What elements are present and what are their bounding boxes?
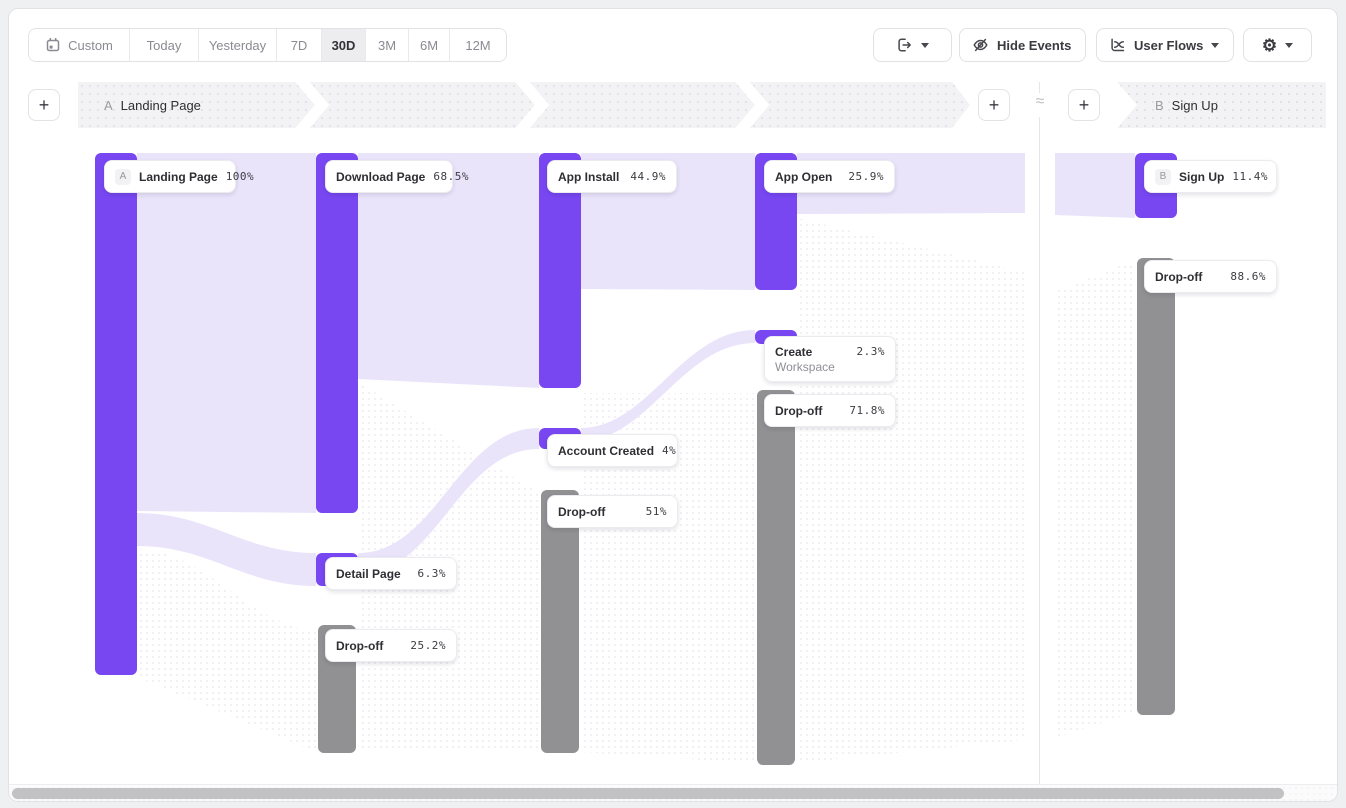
flow-node-card-detail[interactable]: Detail Page 6.3% (325, 557, 457, 590)
node-percentage: 88.6% (1230, 270, 1266, 283)
node-percentage: 44.9% (630, 170, 666, 183)
flow-node-card-download[interactable]: Download Page 68.5% (325, 160, 468, 193)
horizontal-scrollbar-thumb[interactable] (12, 788, 1284, 799)
node-percentage: 25.2% (410, 639, 446, 652)
calendar-icon (46, 37, 60, 52)
horizontal-scrollbar-track[interactable] (9, 784, 1337, 801)
step-b-banner[interactable]: B Sign Up (1117, 82, 1326, 128)
flow-node-card-dropoff-2[interactable]: Drop-off 25.2% (325, 629, 457, 662)
export-icon (898, 38, 911, 52)
flow-node-card-appopen[interactable]: App Open 25.9% (764, 160, 895, 193)
date-preset-12m[interactable]: 12M (450, 29, 506, 61)
user-flows-icon (1111, 38, 1125, 52)
node-label: App Install (558, 169, 620, 184)
approx-indicator: ≈ (1035, 93, 1045, 110)
add-step-button-mid-left[interactable]: + (978, 89, 1010, 121)
pane-divider (1039, 82, 1040, 93)
flow-node-card-signup[interactable]: B Sign Up 11.4% (1144, 160, 1277, 193)
node-label: Account Created (558, 443, 655, 458)
add-step-button-left[interactable]: + (28, 89, 60, 121)
date-preset-label: Yesterday (208, 37, 267, 53)
flow-node-card-create[interactable]: Create 2.3% Workspace (764, 336, 896, 382)
node-percentage: 11.4% (1232, 170, 1268, 183)
node-label: App Open (775, 169, 833, 184)
date-preset-30d[interactable]: 30D (322, 29, 366, 61)
node-percentage: 100% (225, 170, 255, 183)
flow-bar-dropoff-5[interactable] (1137, 258, 1175, 715)
gear-icon: ⚙ (1261, 35, 1278, 55)
date-preset-label: Today (146, 37, 182, 53)
settings-button[interactable]: ⚙ (1243, 28, 1312, 62)
date-preset-label: 12M (465, 37, 491, 53)
node-percentage: 71.8% (849, 404, 885, 417)
node-percentage: 2.3% (856, 345, 885, 358)
flow-bar-dropoff-4[interactable] (757, 390, 795, 765)
flow-node-card-account[interactable]: Account Created 4% (547, 434, 678, 467)
eye-off-icon (973, 38, 988, 52)
step-a-banner[interactable]: A Landing Page (78, 82, 970, 128)
date-preset-custom[interactable]: Custom (29, 29, 130, 61)
view-selector-caret-icon (1211, 42, 1220, 48)
node-percentage: 25.9% (848, 170, 884, 183)
step-b-label: Sign Up (1171, 97, 1218, 113)
node-label: Create (775, 344, 813, 359)
hide-events-button[interactable]: Hide Events (959, 28, 1086, 62)
node-label: Sign Up (1179, 169, 1225, 184)
flow-node-card-dropoff-4[interactable]: Drop-off 71.8% (764, 394, 896, 427)
date-preset-label: 6M (419, 37, 439, 53)
settings-caret-icon (1285, 42, 1294, 48)
date-preset-yesterday[interactable]: Yesterday (199, 29, 277, 61)
flow-bar-dropoff-3[interactable] (541, 490, 579, 753)
flow-node-card-dropoff-5[interactable]: Drop-off 88.6% (1144, 260, 1277, 293)
export-caret-icon (921, 42, 929, 48)
node-label: Landing Page (139, 169, 218, 184)
export-button[interactable] (873, 28, 952, 62)
flow-node-card-install[interactable]: App Install 44.9% (547, 160, 677, 193)
step-a-label: Landing Page (120, 97, 201, 113)
node-label: Drop-off (336, 638, 384, 653)
step-a-letter: A (104, 97, 113, 113)
date-preset-label: 30D (331, 37, 356, 53)
hide-events-label: Hide Events (997, 37, 1072, 53)
date-preset-3m[interactable]: 3M (366, 29, 409, 61)
date-preset-label: 7D (290, 37, 308, 53)
node-label: Drop-off (558, 504, 606, 519)
node-label: Drop-off (775, 403, 823, 418)
date-preset-label: Custom (68, 37, 113, 53)
node-label-line2: Workspace (775, 359, 835, 374)
flow-node-card-landing[interactable]: A Landing Page 100% (104, 160, 254, 193)
date-range-segmented-control: Custom Today Yesterday 7D 30D 3M 6M 12M (28, 28, 507, 62)
date-preset-7d[interactable]: 7D (277, 29, 322, 61)
node-label: Drop-off (1155, 269, 1203, 284)
date-preset-6m[interactable]: 6M (409, 29, 450, 61)
node-percentage: 4% (662, 444, 677, 457)
flow-bar-download[interactable] (316, 153, 358, 513)
node-label: Detail Page (336, 566, 401, 581)
flow-bar-landing[interactable] (95, 153, 137, 675)
date-preset-today[interactable]: Today (130, 29, 199, 61)
view-selector-label: User Flows (1134, 37, 1204, 53)
node-percentage: 6.3% (417, 567, 446, 580)
node-badge: B (1155, 168, 1171, 185)
add-step-button-mid-right[interactable]: + (1068, 89, 1100, 121)
node-badge: A (115, 168, 131, 185)
date-preset-label: 3M (377, 37, 397, 53)
flow-node-card-dropoff-3[interactable]: Drop-off 51% (547, 495, 678, 528)
pane-divider (1039, 117, 1040, 784)
node-label: Download Page (336, 169, 426, 184)
step-b-letter: B (1155, 97, 1164, 113)
node-percentage: 51% (645, 505, 667, 518)
node-percentage: 68.5% (433, 170, 469, 183)
view-selector-button[interactable]: User Flows (1096, 28, 1234, 62)
